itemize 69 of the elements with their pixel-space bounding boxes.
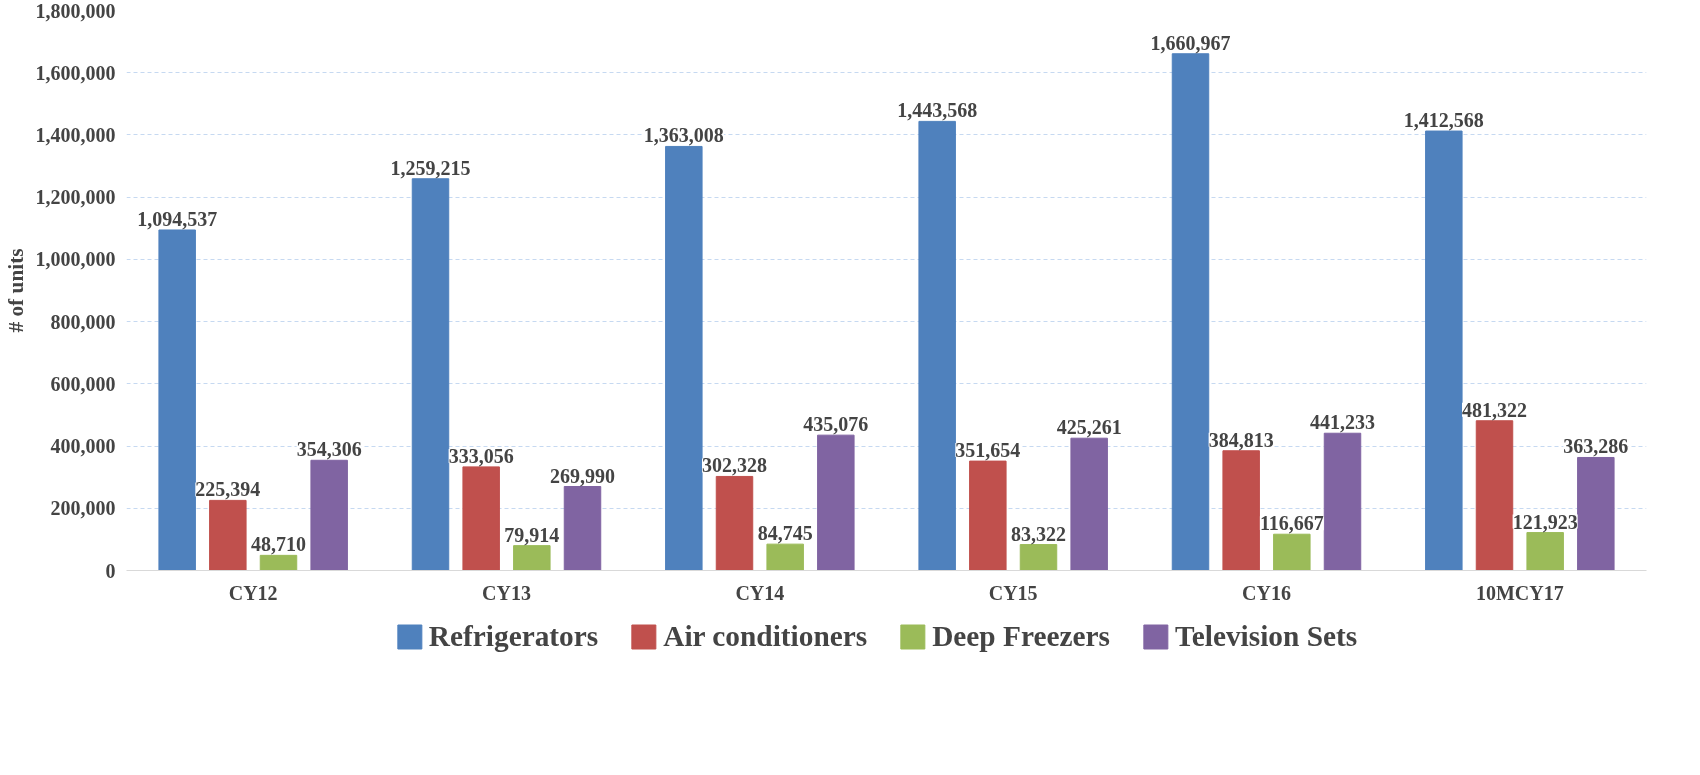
bar	[1222, 450, 1260, 571]
data-label: 1,363,008	[643, 124, 724, 147]
data-label: 425,261	[1056, 416, 1122, 439]
bar	[715, 475, 754, 571]
data-label: 441,233	[1310, 411, 1375, 434]
data-label: 225,394	[195, 478, 261, 501]
y-axis-title: # of units	[3, 248, 28, 333]
bar	[411, 178, 450, 571]
y-tick-label: 1,000,000	[35, 248, 116, 271]
y-tick-label: 1,800,000	[35, 0, 116, 22]
bar	[1273, 533, 1311, 571]
data-label: 481,322	[1462, 398, 1527, 421]
data-label: 302,328	[702, 454, 767, 477]
bar	[665, 145, 703, 571]
y-tick-label: 800,000	[50, 310, 116, 333]
y-tick-label: 1,400,000	[35, 123, 116, 146]
data-label: 1,259,215	[390, 156, 471, 179]
bar	[1475, 420, 1514, 571]
bar	[1425, 130, 1463, 571]
data-label: 84,745	[757, 522, 813, 545]
data-label: 1,412,568	[1403, 109, 1484, 132]
bar	[817, 434, 855, 571]
x-tick-label: CY16	[1242, 581, 1291, 604]
x-tick-label: CY13	[482, 581, 531, 604]
legend-label: Television Sets	[1174, 619, 1358, 653]
data-label: 269,990	[550, 464, 615, 487]
legend-label: Refrigerators	[428, 619, 599, 653]
bar	[1323, 432, 1362, 571]
data-label: 1,660,967	[1150, 31, 1231, 54]
data-label: 333,056	[448, 444, 514, 467]
legend-label: Deep Freezers	[932, 619, 1110, 653]
bar	[462, 466, 500, 571]
bar	[1070, 437, 1108, 571]
y-tick-label: 1,200,000	[35, 186, 116, 209]
bar	[259, 554, 298, 571]
data-label: 48,710	[251, 533, 306, 556]
data-label: 1,094,537	[137, 207, 218, 230]
y-tick-label: 400,000	[50, 435, 116, 458]
bar	[563, 486, 602, 571]
bar	[969, 460, 1007, 571]
data-label: 435,076	[803, 413, 869, 436]
bar	[209, 499, 247, 571]
data-label: 116,667	[1259, 512, 1324, 535]
y-tick-label: 200,000	[50, 497, 116, 520]
data-label: 121,923	[1512, 510, 1578, 533]
data-label: 354,306	[296, 438, 362, 461]
data-label: 351,654	[955, 439, 1021, 462]
bar	[766, 543, 804, 571]
x-tick-label: CY15	[988, 581, 1038, 604]
bar	[1577, 456, 1615, 571]
legend-label: Air conditioners	[663, 619, 868, 653]
bar	[1171, 53, 1210, 571]
bar	[918, 120, 956, 571]
x-tick-label: 10MCY17	[1475, 581, 1564, 604]
bar	[310, 459, 348, 571]
x-tick-label: CY14	[735, 581, 785, 604]
y-tick-label: 600,000	[50, 372, 116, 395]
y-tick-label: 0	[105, 559, 116, 582]
x-tick-label: CY12	[228, 581, 278, 604]
data-label: 363,286	[1563, 435, 1629, 458]
data-label: 384,813	[1208, 428, 1274, 451]
bar	[1019, 544, 1058, 571]
bar	[158, 229, 196, 571]
bar	[1526, 532, 1564, 571]
data-label: 79,914	[504, 523, 560, 546]
y-tick-label: 1,600,000	[35, 61, 116, 84]
data-label: 1,443,568	[897, 99, 978, 122]
bar	[513, 545, 551, 571]
data-label: 83,322	[1011, 522, 1066, 545]
